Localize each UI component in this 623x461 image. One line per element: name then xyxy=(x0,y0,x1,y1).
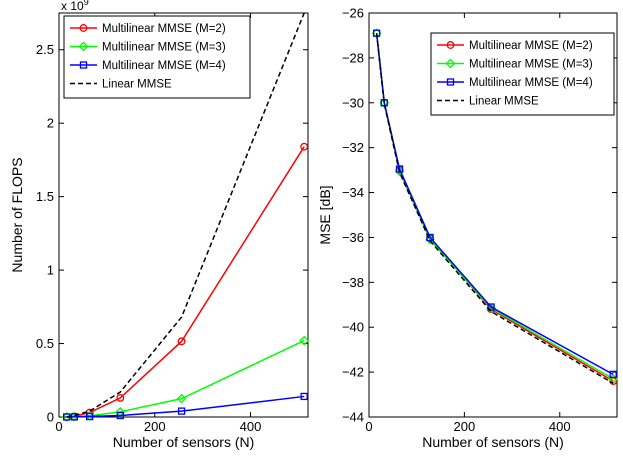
series-4 xyxy=(375,33,614,384)
y-tick-label: −38 xyxy=(342,275,364,290)
y-tick-label: −34 xyxy=(342,185,364,200)
legend-label: Multilinear MMSE (M=4) xyxy=(469,77,593,89)
series-4 xyxy=(66,12,305,418)
legend-box xyxy=(430,32,615,116)
legend-marker xyxy=(446,78,455,86)
x-tick-label: 0 xyxy=(55,419,62,434)
y-axis-label: MSE [dB] xyxy=(317,185,333,244)
legend-label: Linear MMSE xyxy=(469,96,539,108)
y-tick-label: 0 xyxy=(47,410,54,425)
legend-entry: Multilinear MMSE (M=3) xyxy=(70,42,226,54)
series-line xyxy=(66,395,305,418)
data-point xyxy=(85,412,94,421)
legend-label: Linear MMSE xyxy=(102,79,172,91)
legend-label: Multilinear MMSE (M=4) xyxy=(102,60,226,72)
data-point xyxy=(300,142,309,151)
legend-entry: Multilinear MMSE (M=2) xyxy=(70,23,226,35)
data-point xyxy=(116,411,124,420)
legend-entry: Linear MMSE xyxy=(70,79,172,91)
x-tick-label: 400 xyxy=(240,419,262,434)
data-point xyxy=(116,393,125,402)
y-scale-exponent: 9 xyxy=(84,0,89,7)
x-axis-label: Number of sensors (N) xyxy=(422,434,564,450)
data-point xyxy=(300,392,308,401)
y-tick-label: −28 xyxy=(342,50,364,65)
data-point xyxy=(176,393,187,404)
legend-entry: Multilinear MMSE (M=2) xyxy=(437,40,593,52)
legend: Multilinear MMSE (M=2) Multilinear MMSE (… xyxy=(430,32,615,116)
legend-label: Multilinear MMSE (M=3) xyxy=(469,59,593,71)
y-tick-label: −26 xyxy=(342,6,364,21)
data-point xyxy=(426,233,434,242)
y-axis-label: Number of FLOPS xyxy=(9,157,25,272)
legend-entry: Multilinear MMSE (M=4) xyxy=(70,60,226,72)
x-tick-label: 400 xyxy=(549,419,571,434)
legend-label: Multilinear MMSE (M=3) xyxy=(102,42,226,54)
y-tick-label: −40 xyxy=(342,320,364,335)
y-tick-label: 1.5 xyxy=(36,189,54,204)
legend-box xyxy=(63,15,251,99)
series-3 xyxy=(63,392,308,421)
y-tick-label: −32 xyxy=(342,140,364,155)
legend-marker xyxy=(79,61,88,69)
y-tick-label: 2.5 xyxy=(36,42,54,57)
legend-label: Multilinear MMSE (M=2) xyxy=(102,23,226,35)
data-point xyxy=(177,407,186,415)
legend-entry: Multilinear MMSE (M=4) xyxy=(437,77,593,89)
series-line xyxy=(66,12,305,418)
y-tick-label: −36 xyxy=(342,230,364,245)
x-tick-label: 0 xyxy=(365,419,372,434)
data-point xyxy=(609,370,617,379)
mse-chart: 0 200 400 −44 −42 −40 −38 −36 −34 −32 −30 −28 −26 Num… xyxy=(317,6,619,450)
legend-marker xyxy=(446,41,455,49)
data-point xyxy=(177,337,186,346)
legend-entry: Multilinear MMSE (M=3) xyxy=(437,59,593,71)
y-tick-label: 0.5 xyxy=(36,336,54,351)
y-scale-base: x 10 xyxy=(61,0,84,13)
legend: Multilinear MMSE (M=2) Multilinear MMSE (… xyxy=(63,15,251,99)
x-tick-label: 200 xyxy=(454,419,476,434)
x-tick-label: 200 xyxy=(144,419,166,434)
y-tick-label: −42 xyxy=(342,365,364,380)
legend-marker xyxy=(79,24,88,32)
legend-marker xyxy=(445,58,456,69)
y-tick-label: −44 xyxy=(342,410,364,425)
legend-marker xyxy=(78,41,89,52)
y-tick-label: 1 xyxy=(47,263,54,278)
legend-entry: Linear MMSE xyxy=(437,96,539,108)
series-line xyxy=(375,33,614,384)
legend-label: Multilinear MMSE (M=2) xyxy=(469,40,593,52)
y-tick-label: 2 xyxy=(47,116,54,131)
y-tick-label: −30 xyxy=(342,95,364,110)
y-scale-note: x 109 xyxy=(61,0,89,13)
data-point xyxy=(299,335,310,346)
flops-chart: 0 200 400 0 0.5 1 1.5 2 2.5 x 109 Number of sensor… xyxy=(9,0,310,450)
x-axis-label: Number of sensors (N) xyxy=(113,434,255,450)
